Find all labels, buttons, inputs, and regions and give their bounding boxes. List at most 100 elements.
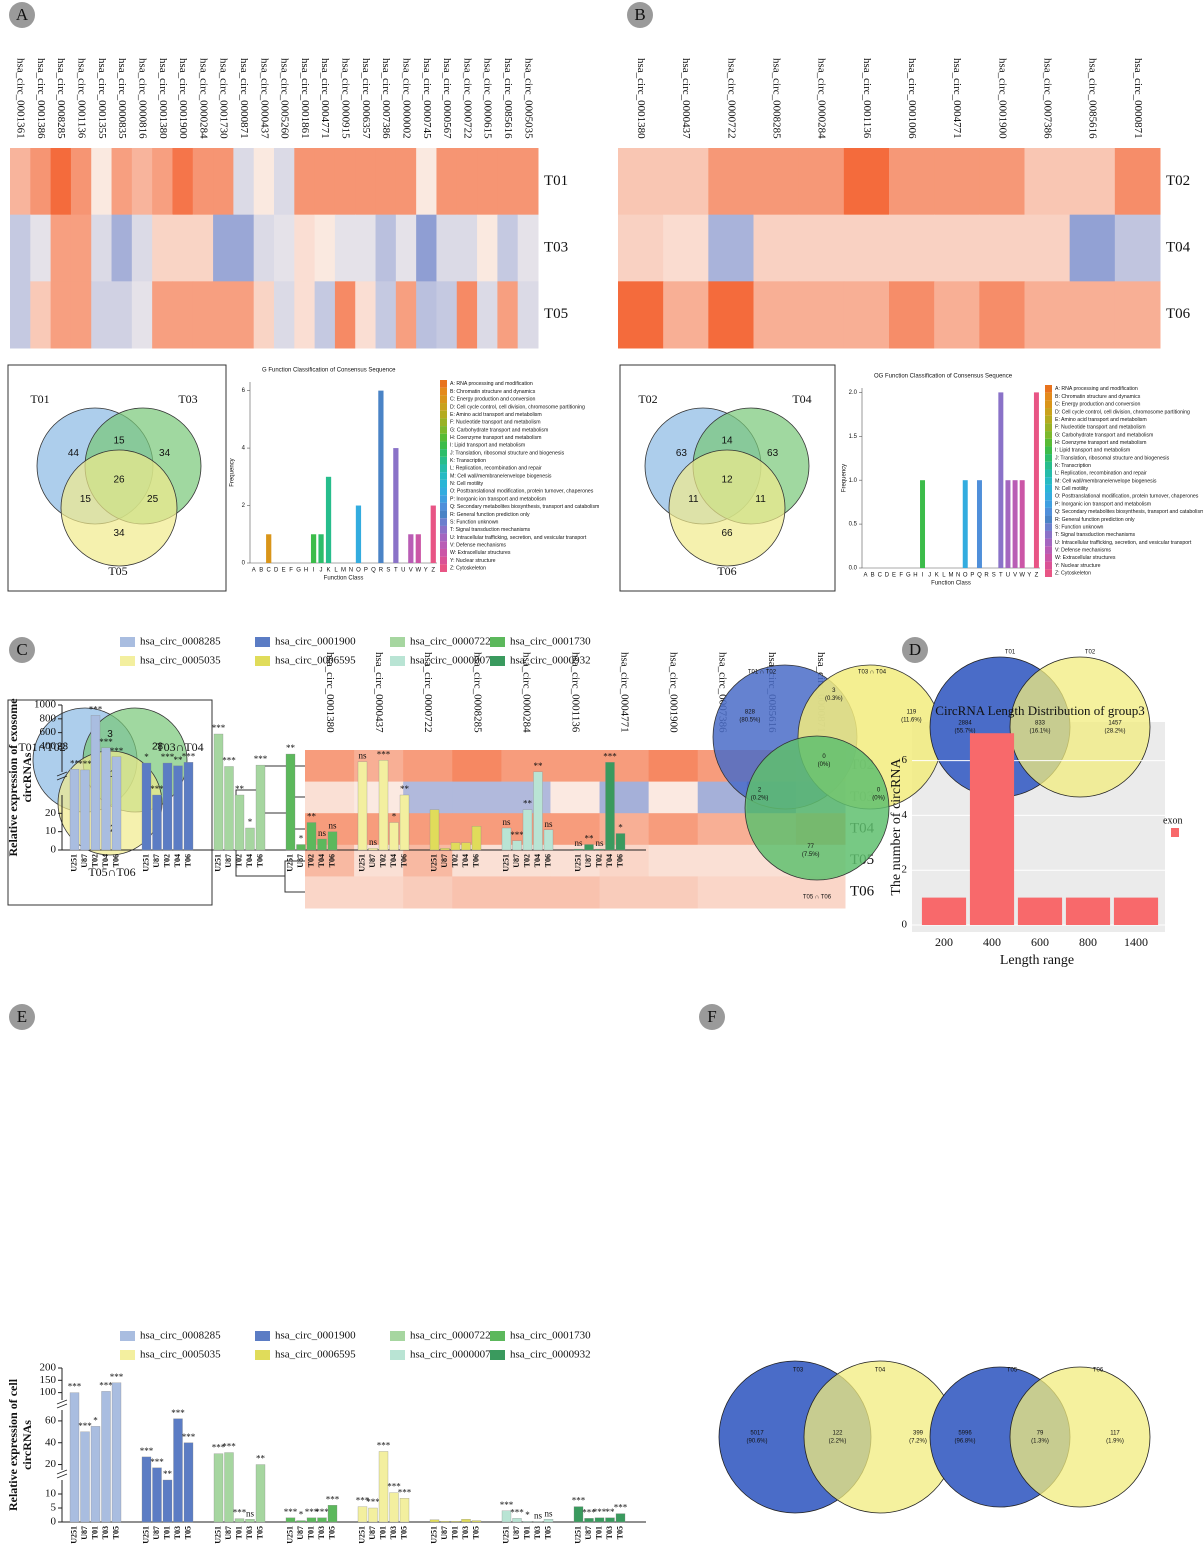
- significance: ***: [182, 751, 196, 761]
- bar: [522, 1521, 533, 1523]
- legend-label: R: General function prediction only: [1055, 517, 1135, 523]
- bar: [173, 765, 183, 851]
- x-tick-label: S: [386, 568, 390, 574]
- significance: ***: [366, 1497, 380, 1507]
- legend-swatch: [490, 1331, 505, 1341]
- heatmap-cell: [30, 148, 52, 216]
- x-tick-label: 1400: [1124, 935, 1148, 949]
- significance: ***: [182, 1432, 196, 1442]
- significance: ***: [582, 1507, 596, 1517]
- bar: [533, 1521, 543, 1523]
- column-label: hsa_circ_0005035: [522, 58, 534, 139]
- x-tick-label: 200: [935, 935, 953, 949]
- y-tick-label: 1.5: [849, 434, 858, 440]
- heatmap-cell: [294, 281, 316, 349]
- heatmap-cell: [452, 750, 502, 783]
- legend-swatch: [490, 656, 505, 666]
- legend-swatch: [1045, 484, 1052, 493]
- bar: [998, 392, 1004, 568]
- y-tick-label: 100: [40, 1386, 57, 1398]
- bar: [173, 1418, 183, 1523]
- legend-swatch: [1045, 446, 1052, 455]
- y-tick-label: 2: [242, 503, 246, 509]
- dendrogram-branch: [261, 765, 305, 814]
- venn-set-label: T06: [717, 564, 736, 578]
- x-tick-label: U87: [296, 1526, 305, 1540]
- bar: [285, 1517, 296, 1523]
- significance: ***: [510, 830, 524, 840]
- x-tick-label: U87: [224, 854, 233, 868]
- significance: *: [144, 752, 149, 762]
- panel-badge: [9, 2, 35, 28]
- heatmap-cell: [294, 214, 316, 282]
- x-tick-label: F: [289, 568, 293, 574]
- x-tick-label: T04: [461, 854, 470, 867]
- column-label: hsa_circ_0001380: [635, 58, 647, 139]
- y-tick-label: 1.0: [849, 478, 858, 484]
- panel-label: D: [909, 640, 921, 659]
- panel-label: E: [17, 1007, 27, 1026]
- legend-label: S: Function unknown: [450, 519, 499, 525]
- bar: [615, 833, 626, 851]
- significance: ns: [318, 828, 327, 838]
- panel-label: A: [16, 5, 29, 24]
- x-tick-label: N: [956, 573, 960, 579]
- heatmap-cell: [979, 214, 1025, 282]
- significance: ns: [544, 1508, 553, 1518]
- column-label: hsa_circ_0000871: [238, 58, 250, 139]
- heatmap-cell: [452, 781, 502, 814]
- x-tick-label: T03: [461, 1526, 470, 1539]
- heatmap-cell: [843, 214, 890, 282]
- heatmap-cell: [1114, 214, 1161, 282]
- bar: [440, 1521, 450, 1523]
- heatmap-cell: [843, 148, 890, 216]
- venn-count: 15: [80, 494, 92, 505]
- x-tick-label: U251: [501, 854, 510, 872]
- legend-swatch: [1045, 515, 1052, 524]
- x-tick-label: 400: [983, 935, 1001, 949]
- significance: ***: [212, 1443, 226, 1453]
- significance: ***: [398, 1487, 412, 1497]
- bar: [357, 1506, 368, 1523]
- significance: **: [585, 834, 595, 844]
- legend-swatch: [1045, 385, 1052, 393]
- column-label: hsa_circ_0085616: [502, 58, 514, 139]
- column-label: hsa_circ_0001006: [906, 58, 918, 139]
- heatmap-cell: [70, 148, 92, 216]
- x-tick-label: D: [885, 573, 890, 579]
- legend-label: hsa_circ_0000007: [410, 655, 491, 667]
- significance: ***: [593, 1507, 607, 1517]
- legend-swatch: [440, 525, 447, 534]
- y-axis-label: circRNAs: [20, 1420, 34, 1470]
- bar: [310, 534, 317, 563]
- heatmap-cell: [50, 214, 72, 282]
- significance: ***: [233, 1508, 247, 1518]
- heatmap-cell: [753, 214, 800, 282]
- venn-count: 117: [1110, 1431, 1120, 1437]
- column-label: hsa_circ_0007386: [380, 58, 392, 139]
- significance: ***: [110, 746, 124, 756]
- heatmap-cell: [889, 214, 935, 282]
- heatmap-cell: [192, 214, 214, 282]
- x-tick-label: B: [871, 573, 875, 579]
- x-tick-label: 600: [1031, 935, 1049, 949]
- significance: ns: [544, 819, 553, 829]
- x-tick-label: T02: [594, 854, 603, 867]
- legend-swatch: [1045, 530, 1052, 539]
- venn-count: 34: [113, 528, 125, 539]
- x-tick-label: U87: [584, 1526, 593, 1540]
- heatmap-cell: [354, 876, 404, 909]
- venn-set-label: T02: [1085, 650, 1096, 656]
- column-label: hsa_circ_0001380: [324, 652, 336, 733]
- bar: [111, 1382, 122, 1523]
- bar: [522, 809, 533, 851]
- bar: [461, 1519, 471, 1523]
- y-tick-label: 0: [51, 844, 57, 856]
- heatmap-cell: [663, 148, 709, 216]
- column-label: hsa_circ_0008285: [471, 652, 483, 733]
- y-tick-label: 0: [902, 919, 908, 931]
- bar: [141, 762, 152, 851]
- x-tick-label: F: [899, 573, 903, 579]
- column-label: hsa_circ_0000722: [461, 58, 473, 139]
- heatmap-cell: [753, 281, 800, 349]
